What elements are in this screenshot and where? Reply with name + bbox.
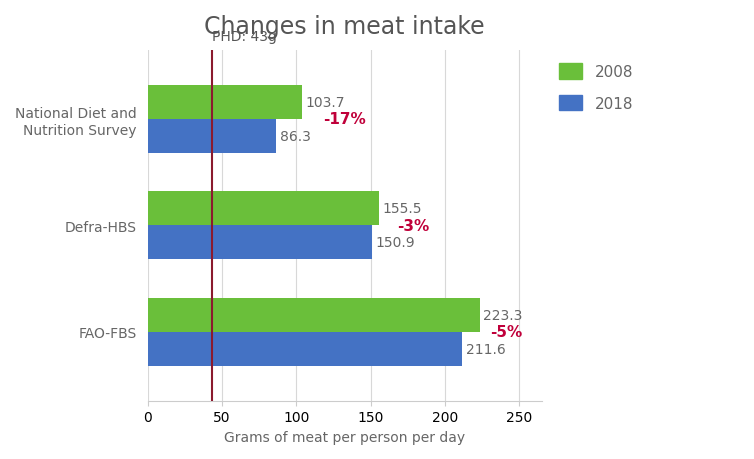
- Text: -17%: -17%: [323, 112, 366, 127]
- Bar: [148, 332, 462, 366]
- Text: 150.9: 150.9: [375, 236, 415, 250]
- Text: 86.3: 86.3: [280, 129, 311, 144]
- Text: -5%: -5%: [489, 325, 522, 339]
- Text: PHD: 43g: PHD: 43g: [212, 29, 277, 44]
- Bar: [148, 226, 372, 260]
- Text: 155.5: 155.5: [382, 202, 422, 216]
- Text: 211.6: 211.6: [466, 342, 506, 356]
- Bar: [148, 192, 379, 226]
- X-axis label: Grams of meat per person per day: Grams of meat per person per day: [224, 430, 465, 444]
- Text: -3%: -3%: [397, 218, 430, 233]
- Title: Changes in meat intake: Changes in meat intake: [204, 15, 485, 39]
- Bar: [148, 85, 302, 119]
- Text: 103.7: 103.7: [305, 95, 345, 110]
- Bar: [148, 298, 480, 332]
- Bar: [148, 119, 276, 153]
- Legend: 2008, 2018: 2008, 2018: [553, 58, 639, 118]
- Text: 223.3: 223.3: [483, 308, 523, 322]
